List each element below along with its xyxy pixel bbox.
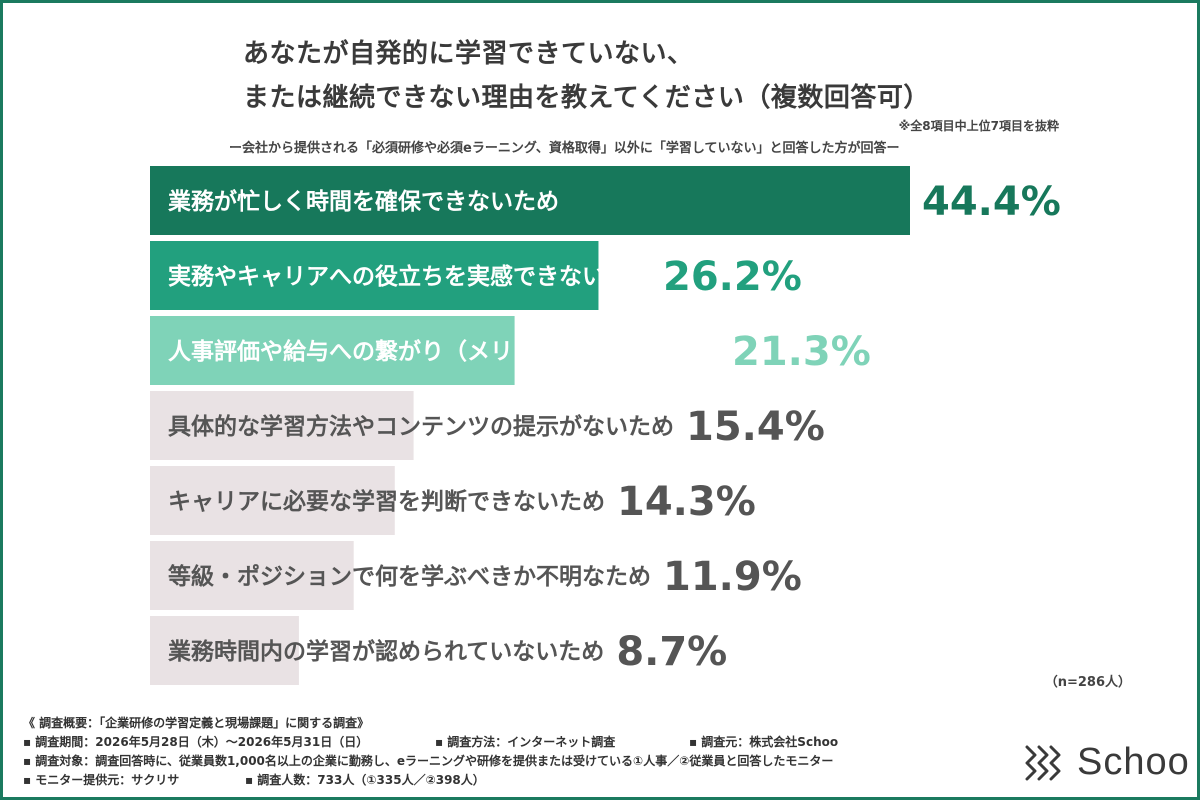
survey-count: ▪ 調査人数：733人（①335人／②398人） xyxy=(245,773,485,787)
bar-5 xyxy=(150,466,395,535)
survey-period: ▪ 調査期間：2026年5月28日（木）〜2026年5月31日（日） xyxy=(23,735,369,749)
survey-row-3: ▪ モニター提供元：サクリサ ▪ 調査人数：733人（①335人／②398人） xyxy=(23,771,833,790)
chart-title-line-1: あなたが自発的に学習できていない、 xyxy=(243,39,694,69)
bar-1 xyxy=(150,166,910,235)
bar-2 xyxy=(150,241,599,310)
bar-label-7: 業務時間内の学習が認められていないため xyxy=(167,638,604,665)
survey-summary: 《 調査概要：「企業研修の学習定義と現場課題」に関する調査》 xyxy=(23,716,370,730)
bar-chart: 業務が忙しく時間を確保できないため 44.4% 実務やキャリアへの役立ちを実感できな… xyxy=(150,166,1061,685)
bar-value-3: 21.3% xyxy=(732,329,871,375)
survey-provider: ▪ モニター提供元：サクリサ xyxy=(23,773,180,787)
bar-value-7: 8.7% xyxy=(616,629,727,675)
schoo-chevron-icon xyxy=(1025,745,1061,780)
bar-label-4: 具体的な学習方法やコンテンツの提示がないため xyxy=(168,413,674,440)
bar-value-2: 26.2% xyxy=(663,254,802,300)
bar-label-5: キャリアに必要な学習を判断できないため xyxy=(168,488,605,515)
bar-value-6: 11.9% xyxy=(663,554,802,600)
survey-target: ▪ 調査対象：調査回答時に、従業員数1,000名以上の企業に勤務し、eラーニング… xyxy=(23,754,834,768)
survey-row-1: ▪ 調査期間：2026年5月28日（木）〜2026年5月31日（日） ▪ 調査方… xyxy=(23,733,838,752)
sample-size-label: （n=286人） xyxy=(1044,675,1131,690)
survey-source: ▪ 調査元：株式会社Schoo xyxy=(689,735,839,749)
selection-note: ※全8項目中上位7項目を抜粋 xyxy=(898,119,1059,133)
bar-value-4: 15.4% xyxy=(686,404,825,450)
survey-method: ▪ 調査方法：インターネット調査 xyxy=(435,735,616,749)
bar-6 xyxy=(150,541,354,610)
logo-text: Schoo xyxy=(1077,741,1190,783)
bar-value-1: 44.4% xyxy=(922,179,1061,225)
bar-4 xyxy=(150,391,414,460)
bar-value-5: 14.3% xyxy=(617,479,756,525)
bar-7 xyxy=(150,616,299,685)
bar-label-6: 等級・ポジションで何を学ぶべきか不明なため xyxy=(168,563,651,590)
chart-subtitle: ー会社から提供される「必須研修や必須eラーニング、資格取得」以外に「学習していな… xyxy=(229,141,900,156)
bar-label-1: 業務が忙しく時間を確保できないため xyxy=(167,188,559,215)
bar-3 xyxy=(150,316,515,385)
bar-label-3: 人事評価や給与への繋がり（メリット）が不明なため xyxy=(168,338,720,365)
bar-label-2: 実務やキャリアへの役立ちを実感できないため xyxy=(168,263,651,290)
chart-title-line-2: または継続できない理由を教えてください（複数回答可） xyxy=(243,83,930,113)
schoo-logo: Schoo xyxy=(1023,741,1190,784)
survey-overview: 《 調査概要：「企業研修の学習定義と現場課題」に関する調査》 ▪ 調査期間：20… xyxy=(23,714,838,790)
